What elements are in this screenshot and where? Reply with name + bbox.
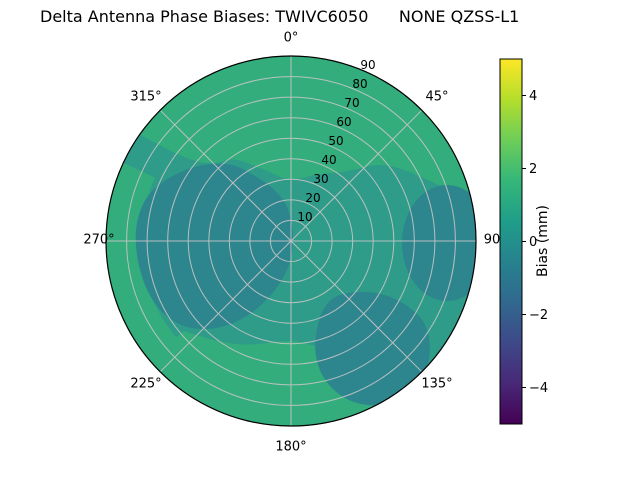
polar-grid (106, 56, 476, 426)
theta-label-315: 315° (130, 89, 162, 105)
radial-tick-label-60: 60 (336, 115, 351, 129)
colorbar-axis-label: Bias (mm) (535, 204, 551, 278)
theta-label-180: 180° (275, 439, 307, 455)
colorbar-tick-label-2: 2 (529, 162, 537, 177)
theta-label-135: 135° (421, 376, 453, 392)
theta-label-225: 225° (130, 376, 162, 392)
theta-label-90: 90 (483, 232, 501, 248)
contour-region-southeast-negative (315, 291, 430, 406)
theta-label-45: 45° (425, 89, 449, 105)
radial-tick-label-80: 80 (352, 77, 367, 91)
colorbar-tick-label-neg4: −4 (529, 381, 548, 396)
colorbar-tick-label-neg2: −2 (529, 308, 548, 323)
radial-tick-label-40: 40 (321, 153, 336, 167)
radial-tick-label-20: 20 (305, 191, 320, 205)
polar-outline (105, 55, 477, 427)
plot-title: Delta Antenna Phase Biases: TWIVC6050 NO… (40, 7, 520, 26)
colorbar-tick-label-4: 4 (529, 89, 537, 104)
theta-label-270: 270° (83, 232, 115, 248)
colorbar-gradient (500, 59, 522, 424)
radial-tick-label-90: 90 (360, 58, 375, 72)
radial-tick-label-70: 70 (344, 96, 359, 110)
colorbar-ticks (522, 95, 526, 388)
radial-tick-label-30: 30 (313, 172, 328, 186)
contour-region-east-rim-negative (402, 185, 476, 301)
radial-tick-label-50: 50 (328, 134, 343, 148)
contour-region-center-west-negative (135, 163, 294, 330)
colorbar-tick-labels: 4 2 0 −2 −4 (529, 89, 548, 396)
colorbar-tick-label-0: 0 (529, 235, 537, 250)
colorbar: 4 2 0 −2 −4 (499, 58, 548, 425)
contour-region-west-rim-positive (106, 162, 205, 393)
radial-tick-labels: 10 20 30 40 50 60 70 80 90 (297, 58, 375, 224)
contour-region-north-positive (139, 56, 470, 194)
radial-tick-label-10: 10 (297, 210, 312, 224)
theta-label-0: 0° (283, 30, 299, 46)
